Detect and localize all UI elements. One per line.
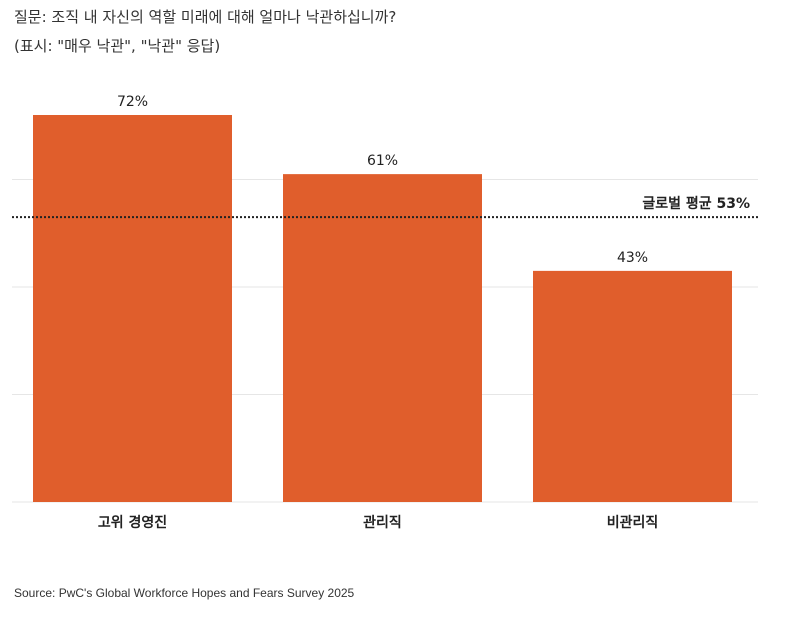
bar-chart: 72% 고위 경영진 61% 관리직 43% 비관리직 글로벌 평균 53% — [12, 94, 758, 531]
bar — [33, 115, 232, 502]
source-note: Source: PwC's Global Workforce Hopes and… — [14, 586, 355, 600]
reference-line-label: 글로벌 평균 53% — [642, 195, 750, 212]
bar — [283, 174, 482, 502]
chart-subtitle: (표시: "매우 낙관", "낙관" 응답) — [14, 37, 221, 55]
category-label: 관리직 — [363, 514, 402, 531]
data-label: 72% — [117, 94, 148, 110]
category-label: 비관리직 — [607, 514, 659, 531]
data-label: 43% — [617, 250, 648, 266]
category-label: 고위 경영진 — [98, 514, 167, 531]
data-label: 61% — [367, 153, 398, 169]
bar — [533, 270, 732, 502]
chart-title: 질문: 조직 내 자신의 역할 미래에 대해 얼마나 낙관하십니까? — [14, 8, 397, 26]
